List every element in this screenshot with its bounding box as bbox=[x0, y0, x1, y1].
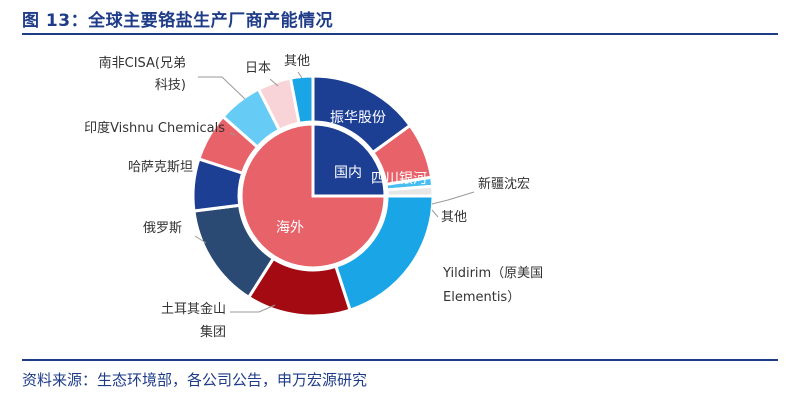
leader-line-9 bbox=[198, 76, 246, 100]
inner-label-1: 海外 bbox=[276, 220, 304, 236]
leader-line-3 bbox=[431, 209, 439, 218]
outer-ring bbox=[191, 74, 435, 318]
title-rule bbox=[22, 33, 778, 35]
slice-label-2: 新疆沈宏 bbox=[478, 176, 530, 192]
inner-label-0: 国内 bbox=[334, 165, 362, 181]
outer-slice-11 bbox=[288, 74, 315, 126]
slice-label-0: 振华股份 bbox=[330, 110, 386, 126]
slice-label-8: 印度Vishnu Chemicals bbox=[84, 120, 225, 136]
slice-label-9: 南非CISA(兄弟科技) bbox=[99, 55, 186, 93]
slice-label-6: 俄罗斯 bbox=[143, 221, 182, 236]
slice-label-10: 日本 bbox=[245, 61, 271, 76]
inner-pie bbox=[239, 122, 387, 270]
leader-line-10 bbox=[269, 78, 279, 87]
slice-label-11: 其他 bbox=[284, 54, 310, 69]
slice-label-1: 四川银河 bbox=[371, 171, 427, 187]
source-rule bbox=[22, 359, 778, 361]
leader-line-6 bbox=[194, 235, 207, 244]
leader-line-2 bbox=[431, 191, 475, 205]
inner-slice-0 bbox=[311, 122, 387, 198]
inner-slice-1 bbox=[239, 122, 387, 270]
slice-label-7: 哈萨克斯坦 bbox=[128, 160, 193, 175]
leader-line-11 bbox=[297, 71, 303, 79]
slice-label-5: 土耳其金山集团 bbox=[161, 301, 226, 340]
leader-line-5 bbox=[230, 304, 276, 313]
slice-label-3: 其他 bbox=[441, 210, 467, 225]
source-note: 资料来源：生态环境部，各公司公告，申万宏源研究 bbox=[22, 371, 368, 389]
slice-label-4: Yildirim（原美国 Elementis） bbox=[442, 266, 543, 305]
leader-line-8 bbox=[229, 132, 236, 136]
chart-title: 图 13：全球主要铬盐生产厂商产能情况 bbox=[22, 11, 334, 31]
leader-lines bbox=[194, 71, 475, 313]
